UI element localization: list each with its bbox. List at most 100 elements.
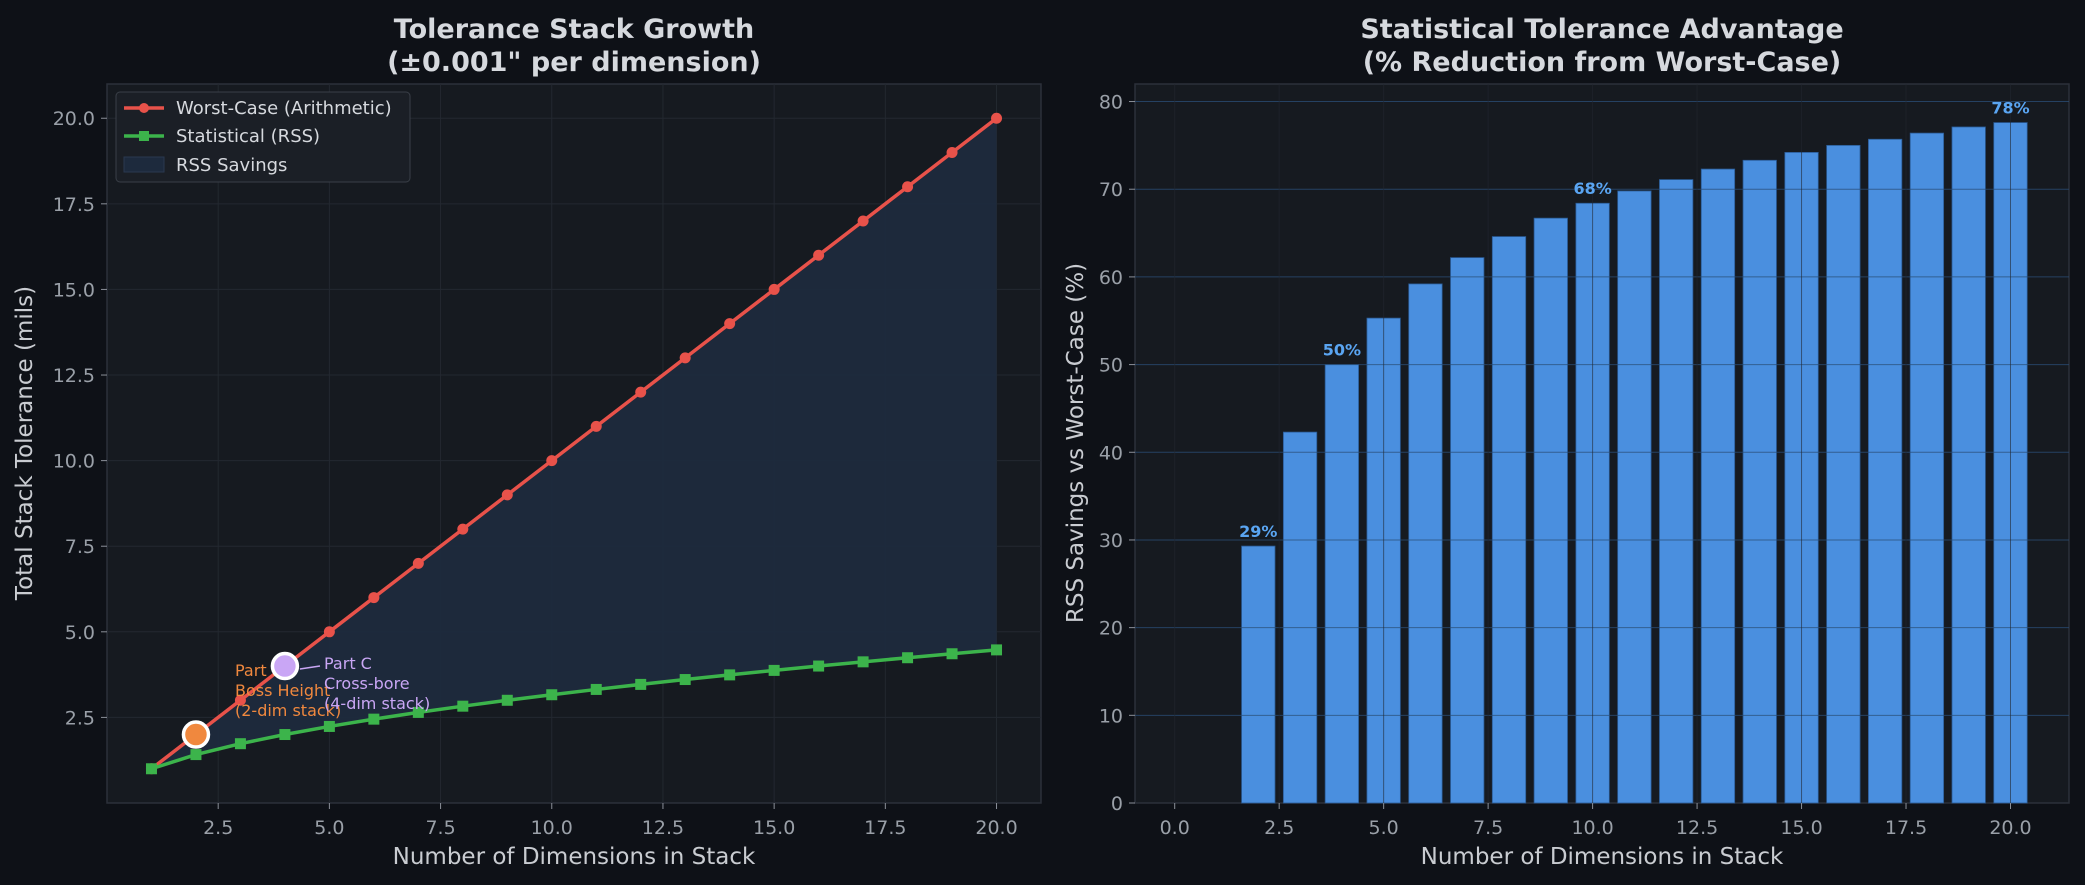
statistical-point [279,729,291,741]
savings-bar [1282,431,1318,804]
right-gridlines [1135,84,2069,803]
left-y-tick-label: 20.0 [53,108,95,130]
statistical-point [145,763,157,775]
right-x-tick-label: 5.0 [1369,817,1399,839]
savings-bar [1659,179,1694,804]
statistical-point [679,674,691,686]
savings-bar [1617,190,1652,804]
savings-bar [1700,168,1736,804]
statistical-point [857,656,869,668]
statistical-line [150,648,997,771]
statistical-point [768,664,780,676]
left-x-tick-label: 5.0 [314,817,344,839]
part-c-label-line-1: Part C [324,654,372,673]
savings-bar [1742,159,1777,804]
statistical-point [724,669,736,681]
part-c-highlight-point [270,651,300,681]
part-b-label-line-2: Boss Height [235,681,330,700]
right-x-tick-label: 10.0 [1571,817,1613,839]
statistical-point [546,689,558,701]
statistical-point [946,648,958,660]
right-chart: Statistical Tolerance Advantage (% Reduc… [1063,14,2070,870]
savings-bar [1868,138,1903,804]
left-x-tick-label: 20.0 [975,817,1017,839]
right-y-tick-label: 20 [1099,618,1123,640]
left-y-tick-label: 5.0 [65,622,95,644]
savings-bar [1450,257,1485,804]
worst-case-point [902,181,914,193]
bar-value-label: 68% [1573,179,1611,198]
bar-value-label: 29% [1239,522,1277,541]
worst-case-point [457,523,469,535]
statistical-point [813,660,825,672]
right-bar-labels: 29% 50% 68% 78% [1239,99,2030,542]
savings-bar [1533,217,1568,804]
left-chart-subtitle: (±0.001" per dimension) [387,47,761,78]
part-c-leader-line [299,665,321,670]
part-b-highlight-point [181,720,211,749]
savings-bar [1491,236,1527,804]
right-y-tick-label: 30 [1099,530,1123,552]
savings-bar [1826,144,1861,804]
worst-case-point [991,112,1003,124]
worst-case-point [857,215,869,227]
savings-bar [1241,545,1276,804]
left-x-tick-label: 2.5 [203,817,233,839]
right-x-tick-label: 7.5 [1473,817,1503,839]
left-y-tick-label: 10.0 [53,451,95,473]
left-y-tick-label: 12.5 [53,365,95,387]
left-y-tick-label: 2.5 [65,707,95,729]
worst-case-point [234,694,246,706]
statistical-point [635,678,647,690]
left-x-tick-label: 17.5 [864,817,906,839]
worst-case-point [679,352,691,364]
statistical-point [991,644,1003,656]
part-c-label-line-3: (4-dim stack) [324,694,430,713]
savings-bar [1909,132,1945,804]
statistical-point [902,652,914,664]
left-y-axis-label: Total Stack Tolerance (mils) [12,286,38,601]
worst-case-point [635,386,647,398]
worst-case-point [768,283,780,295]
worst-case-point [724,318,736,330]
statistical-point [368,713,380,725]
legend-savings-swatch [123,156,165,173]
left-chart-title: Tolerance Stack Growth [394,14,754,45]
right-y-tick-label: 60 [1099,267,1123,289]
part-c-label-line-2: Cross-bore [324,674,410,693]
left-legend: Worst-Case (Arithmetic) Statistical (RSS… [115,91,411,183]
right-x-tick-label: 0.0 [1160,817,1190,839]
worst-case-point [412,557,424,569]
right-y-tick-label: 80 [1099,92,1123,114]
statistical-point [590,683,602,695]
left-x-tick-label: 7.5 [425,817,455,839]
right-y-tick-label: 40 [1099,442,1123,464]
savings-bar [1324,364,1359,804]
worst-case-point [813,249,825,261]
bar-value-label: 50% [1323,341,1361,360]
right-x-tick-label: 17.5 [1885,817,1927,839]
statistical-point [190,749,202,761]
right-y-tick-label: 0 [1111,793,1123,815]
bar-value-label: 78% [1991,99,2029,118]
left-y-tick-label: 17.5 [53,194,95,216]
legend-frame [115,91,411,183]
right-y-tick-label: 50 [1099,355,1123,377]
statistical-point [323,720,335,732]
savings-bar [1408,283,1443,804]
right-y-tick-label: 10 [1099,705,1123,727]
legend-statistical-marker [139,131,149,141]
right-y-tick-label: 70 [1099,179,1123,201]
worst-case-point [368,592,380,604]
worst-case-point [323,626,335,638]
part-b-label-line-3: (2-dim stack) [235,701,341,720]
legend-worst-case-marker [139,103,149,113]
legend-worst-case-label: Worst-Case (Arithmetic) [176,98,392,119]
left-chart: Tolerance Stack Growth (±0.001" per dime… [12,14,1042,870]
left-x-tick-label: 15.0 [753,817,795,839]
right-x-axis-label: Number of Dimensions in Stack [1421,844,1784,870]
statistical-point [412,706,424,718]
right-chart-subtitle: (% Reduction from Worst-Case) [1363,47,1842,78]
right-x-tick-label: 12.5 [1676,817,1718,839]
